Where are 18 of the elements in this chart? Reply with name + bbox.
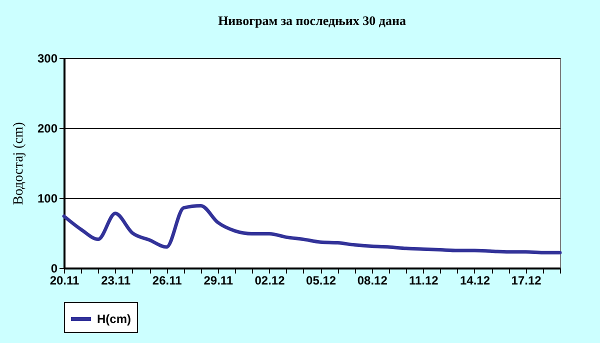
y-tick-label: 300 [37,52,58,66]
x-tick-label: 20.11 [50,274,80,288]
x-tick-label: 05.12 [306,274,336,288]
legend-label: H(cm) [97,312,132,326]
x-tick-label: 17.12 [511,274,542,288]
x-tick-label: 11.12 [408,274,439,288]
x-tick-label: 23.11 [101,274,131,288]
x-tick-label: 29.11 [204,274,234,288]
y-tick-label: 100 [37,192,58,206]
chart-title: Нивограм за последњих 30 дана [218,13,406,28]
y-axis-title: Водостај (cm) [11,122,26,205]
x-tick-label: 08.12 [357,274,388,288]
x-tick-label: 14.12 [460,274,490,288]
y-tick-label: 0 [50,262,58,276]
y-tick-label: 200 [37,122,58,136]
line-series [62,204,562,254]
x-tick-label: 02.12 [254,274,286,288]
x-tick-label: 26.11 [152,274,182,288]
